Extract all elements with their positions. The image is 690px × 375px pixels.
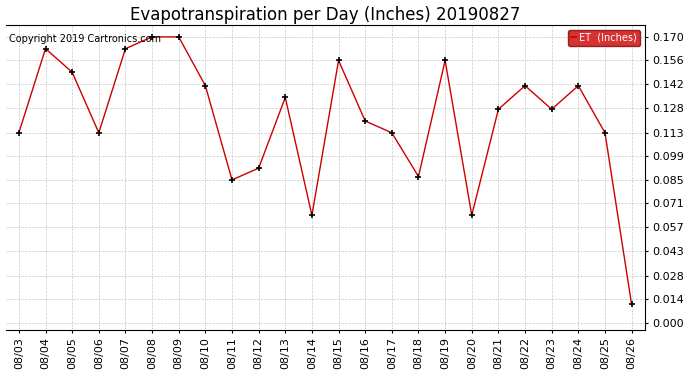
Title: Evapotranspiration per Day (Inches) 20190827: Evapotranspiration per Day (Inches) 2019… — [130, 6, 520, 24]
Legend: ET  (Inches): ET (Inches) — [568, 30, 640, 46]
Text: Copyright 2019 Cartronics.com: Copyright 2019 Cartronics.com — [9, 34, 161, 44]
